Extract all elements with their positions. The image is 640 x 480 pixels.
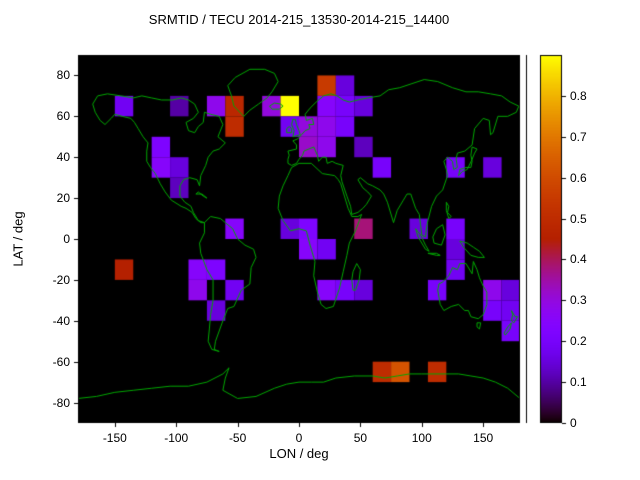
x-tick-label: 50: [353, 431, 368, 445]
y-tick-label: -80: [52, 395, 70, 410]
colorbar-tick-label: 0.6: [570, 170, 587, 185]
y-tick-label: -60: [52, 354, 70, 369]
x-tick-label: -50: [228, 431, 247, 445]
y-tick-label: 60: [56, 109, 70, 124]
y-tick-label: 20: [56, 191, 70, 206]
y-tick-label: 40: [56, 150, 70, 165]
y-tick-label: 0: [63, 232, 70, 246]
y-tick-label: 80: [56, 68, 70, 83]
colorbar-tick-label: 0.1: [570, 375, 587, 390]
y-tick-label: -40: [52, 313, 70, 328]
colorbar-tick-label: 0.3: [570, 293, 587, 308]
colorbar-tick-label: 0: [570, 416, 577, 430]
x-axis-label: LON / deg: [269, 446, 329, 461]
y-axis-label: LAT / deg: [10, 211, 26, 267]
chart-title: SRMTID / TECU 2014-215_13530-2014-215_14…: [148, 12, 450, 27]
colorbar-tick-label: 0.7: [570, 129, 587, 144]
x-tick-label: -150: [102, 431, 127, 445]
y-tick-label: -20: [52, 272, 70, 287]
x-tick-label: -100: [164, 431, 189, 445]
x-tick-label: 150: [473, 431, 494, 445]
colorbar-tick-label: 0.2: [570, 334, 587, 349]
x-tick-label: 0: [295, 431, 303, 445]
colorbar-tick-label: 0.8: [570, 88, 587, 103]
colorbar-tick-label: 0.4: [570, 252, 587, 267]
x-tick-label: 100: [411, 431, 432, 445]
colorbar-tick-label: 0.5: [570, 211, 587, 226]
